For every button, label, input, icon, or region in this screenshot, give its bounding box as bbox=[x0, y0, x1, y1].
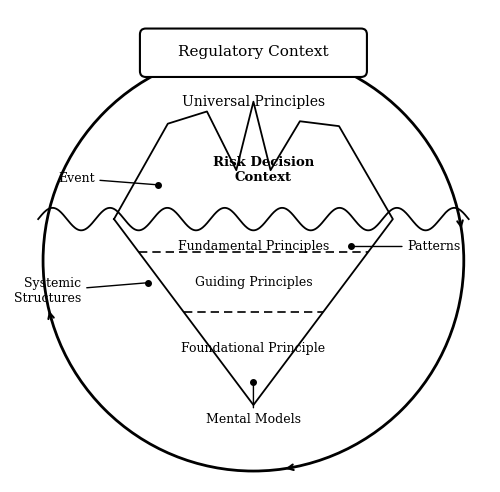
Text: Universal Principles: Universal Principles bbox=[182, 94, 325, 109]
Text: Event: Event bbox=[58, 172, 156, 185]
Text: Regulatory Context: Regulatory Context bbox=[178, 45, 328, 59]
FancyBboxPatch shape bbox=[140, 29, 367, 77]
Text: Patterns: Patterns bbox=[354, 240, 461, 253]
Text: Guiding Principles: Guiding Principles bbox=[194, 276, 312, 289]
Polygon shape bbox=[114, 102, 393, 405]
Text: Systemic
Structures: Systemic Structures bbox=[14, 277, 145, 305]
Text: Fundamental Principles: Fundamental Principles bbox=[178, 240, 329, 253]
Text: Risk Decision
Context: Risk Decision Context bbox=[212, 156, 314, 184]
Text: Foundational Principle: Foundational Principle bbox=[182, 342, 326, 355]
Text: Mental Models: Mental Models bbox=[206, 385, 301, 426]
